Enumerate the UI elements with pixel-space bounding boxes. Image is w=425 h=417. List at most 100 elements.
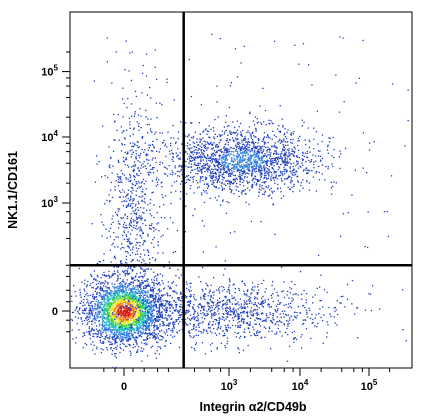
event-dot (229, 299, 231, 301)
event-dot (161, 316, 163, 318)
event-dot (108, 341, 110, 343)
event-dot (72, 338, 74, 340)
event-dot (152, 288, 154, 290)
event-dot (146, 296, 148, 298)
event-dot (261, 172, 263, 175)
event-dot (130, 281, 133, 284)
event-dot (114, 298, 116, 300)
event-dot (202, 156, 204, 159)
event-dot (233, 131, 235, 133)
event-dot (162, 324, 164, 327)
event-dot (142, 299, 144, 302)
event-dot (135, 296, 137, 298)
event-dot (289, 175, 291, 178)
event-dot (177, 137, 179, 140)
event-dot (144, 339, 146, 341)
event-dot (270, 163, 272, 166)
event-dot (121, 311, 123, 313)
event-dot (271, 122, 273, 124)
event-dot (126, 294, 129, 296)
event-dot (231, 150, 233, 153)
event-dot (178, 165, 180, 168)
event-dot (263, 319, 265, 322)
event-dot (240, 170, 242, 172)
event-dot (282, 144, 284, 146)
event-dot (212, 174, 215, 177)
event-dot (137, 290, 140, 292)
event-dot (261, 181, 263, 183)
event-dot (104, 299, 106, 301)
event-dot (123, 295, 125, 297)
event-dot (256, 145, 258, 147)
event-dot (228, 163, 230, 165)
event-dot (223, 169, 225, 171)
event-dot (135, 335, 138, 338)
event-dot (275, 149, 277, 152)
event-dot (114, 283, 116, 285)
event-dot (255, 178, 257, 181)
event-dot (108, 301, 110, 303)
event-dot (255, 127, 257, 129)
event-dot (175, 301, 177, 303)
event-dot (119, 298, 122, 301)
event-dot (139, 317, 141, 320)
event-dot (187, 324, 189, 326)
event-dot (136, 317, 139, 319)
event-dot (237, 308, 239, 310)
event-dot (118, 292, 121, 294)
event-dot (202, 165, 204, 167)
event-dot (265, 124, 267, 126)
event-dot (114, 315, 116, 317)
event-dot (156, 337, 158, 339)
event-dot (302, 164, 304, 166)
event-dot (115, 339, 117, 342)
event-dot (210, 143, 212, 146)
event-dot (210, 156, 212, 158)
event-dot (88, 331, 90, 333)
event-dot (234, 168, 236, 170)
event-dot (246, 323, 249, 325)
event-dot (158, 179, 160, 181)
event-dot (286, 170, 288, 172)
event-dot (239, 148, 241, 150)
event-dot (149, 334, 151, 336)
event-dot (108, 302, 111, 304)
event-dot (121, 317, 124, 319)
event-dot (209, 165, 211, 167)
event-dot (207, 154, 209, 156)
event-dot (223, 183, 225, 185)
event-dot (129, 333, 131, 335)
event-dot (118, 296, 120, 298)
event-dot (264, 154, 266, 157)
event-dot (233, 309, 235, 311)
event-dot (230, 191, 232, 194)
event-dot (218, 286, 221, 288)
event-dot (171, 328, 173, 330)
event-dot (275, 177, 277, 179)
event-dot (247, 130, 249, 132)
event-dot (99, 341, 102, 343)
event-dot (318, 155, 320, 157)
event-dot (118, 320, 121, 322)
event-dot (194, 157, 197, 159)
event-dot (223, 167, 226, 170)
event-dot (141, 302, 143, 304)
event-dot (113, 328, 115, 330)
event-dot (305, 328, 308, 330)
event-dot (171, 282, 174, 284)
event-dot (302, 154, 304, 156)
event-dot (116, 310, 118, 312)
event-dot (145, 292, 147, 294)
event-dot (127, 335, 129, 337)
event-dot (184, 182, 186, 184)
event-dot (276, 147, 278, 149)
event-dot (238, 143, 240, 145)
event-dot (250, 133, 252, 135)
event-dot (147, 299, 149, 301)
event-dot (300, 182, 302, 184)
event-dot (275, 151, 277, 153)
event-dot (258, 167, 260, 169)
event-dot (133, 301, 135, 303)
event-dot (140, 291, 142, 293)
event-dot (112, 298, 114, 301)
